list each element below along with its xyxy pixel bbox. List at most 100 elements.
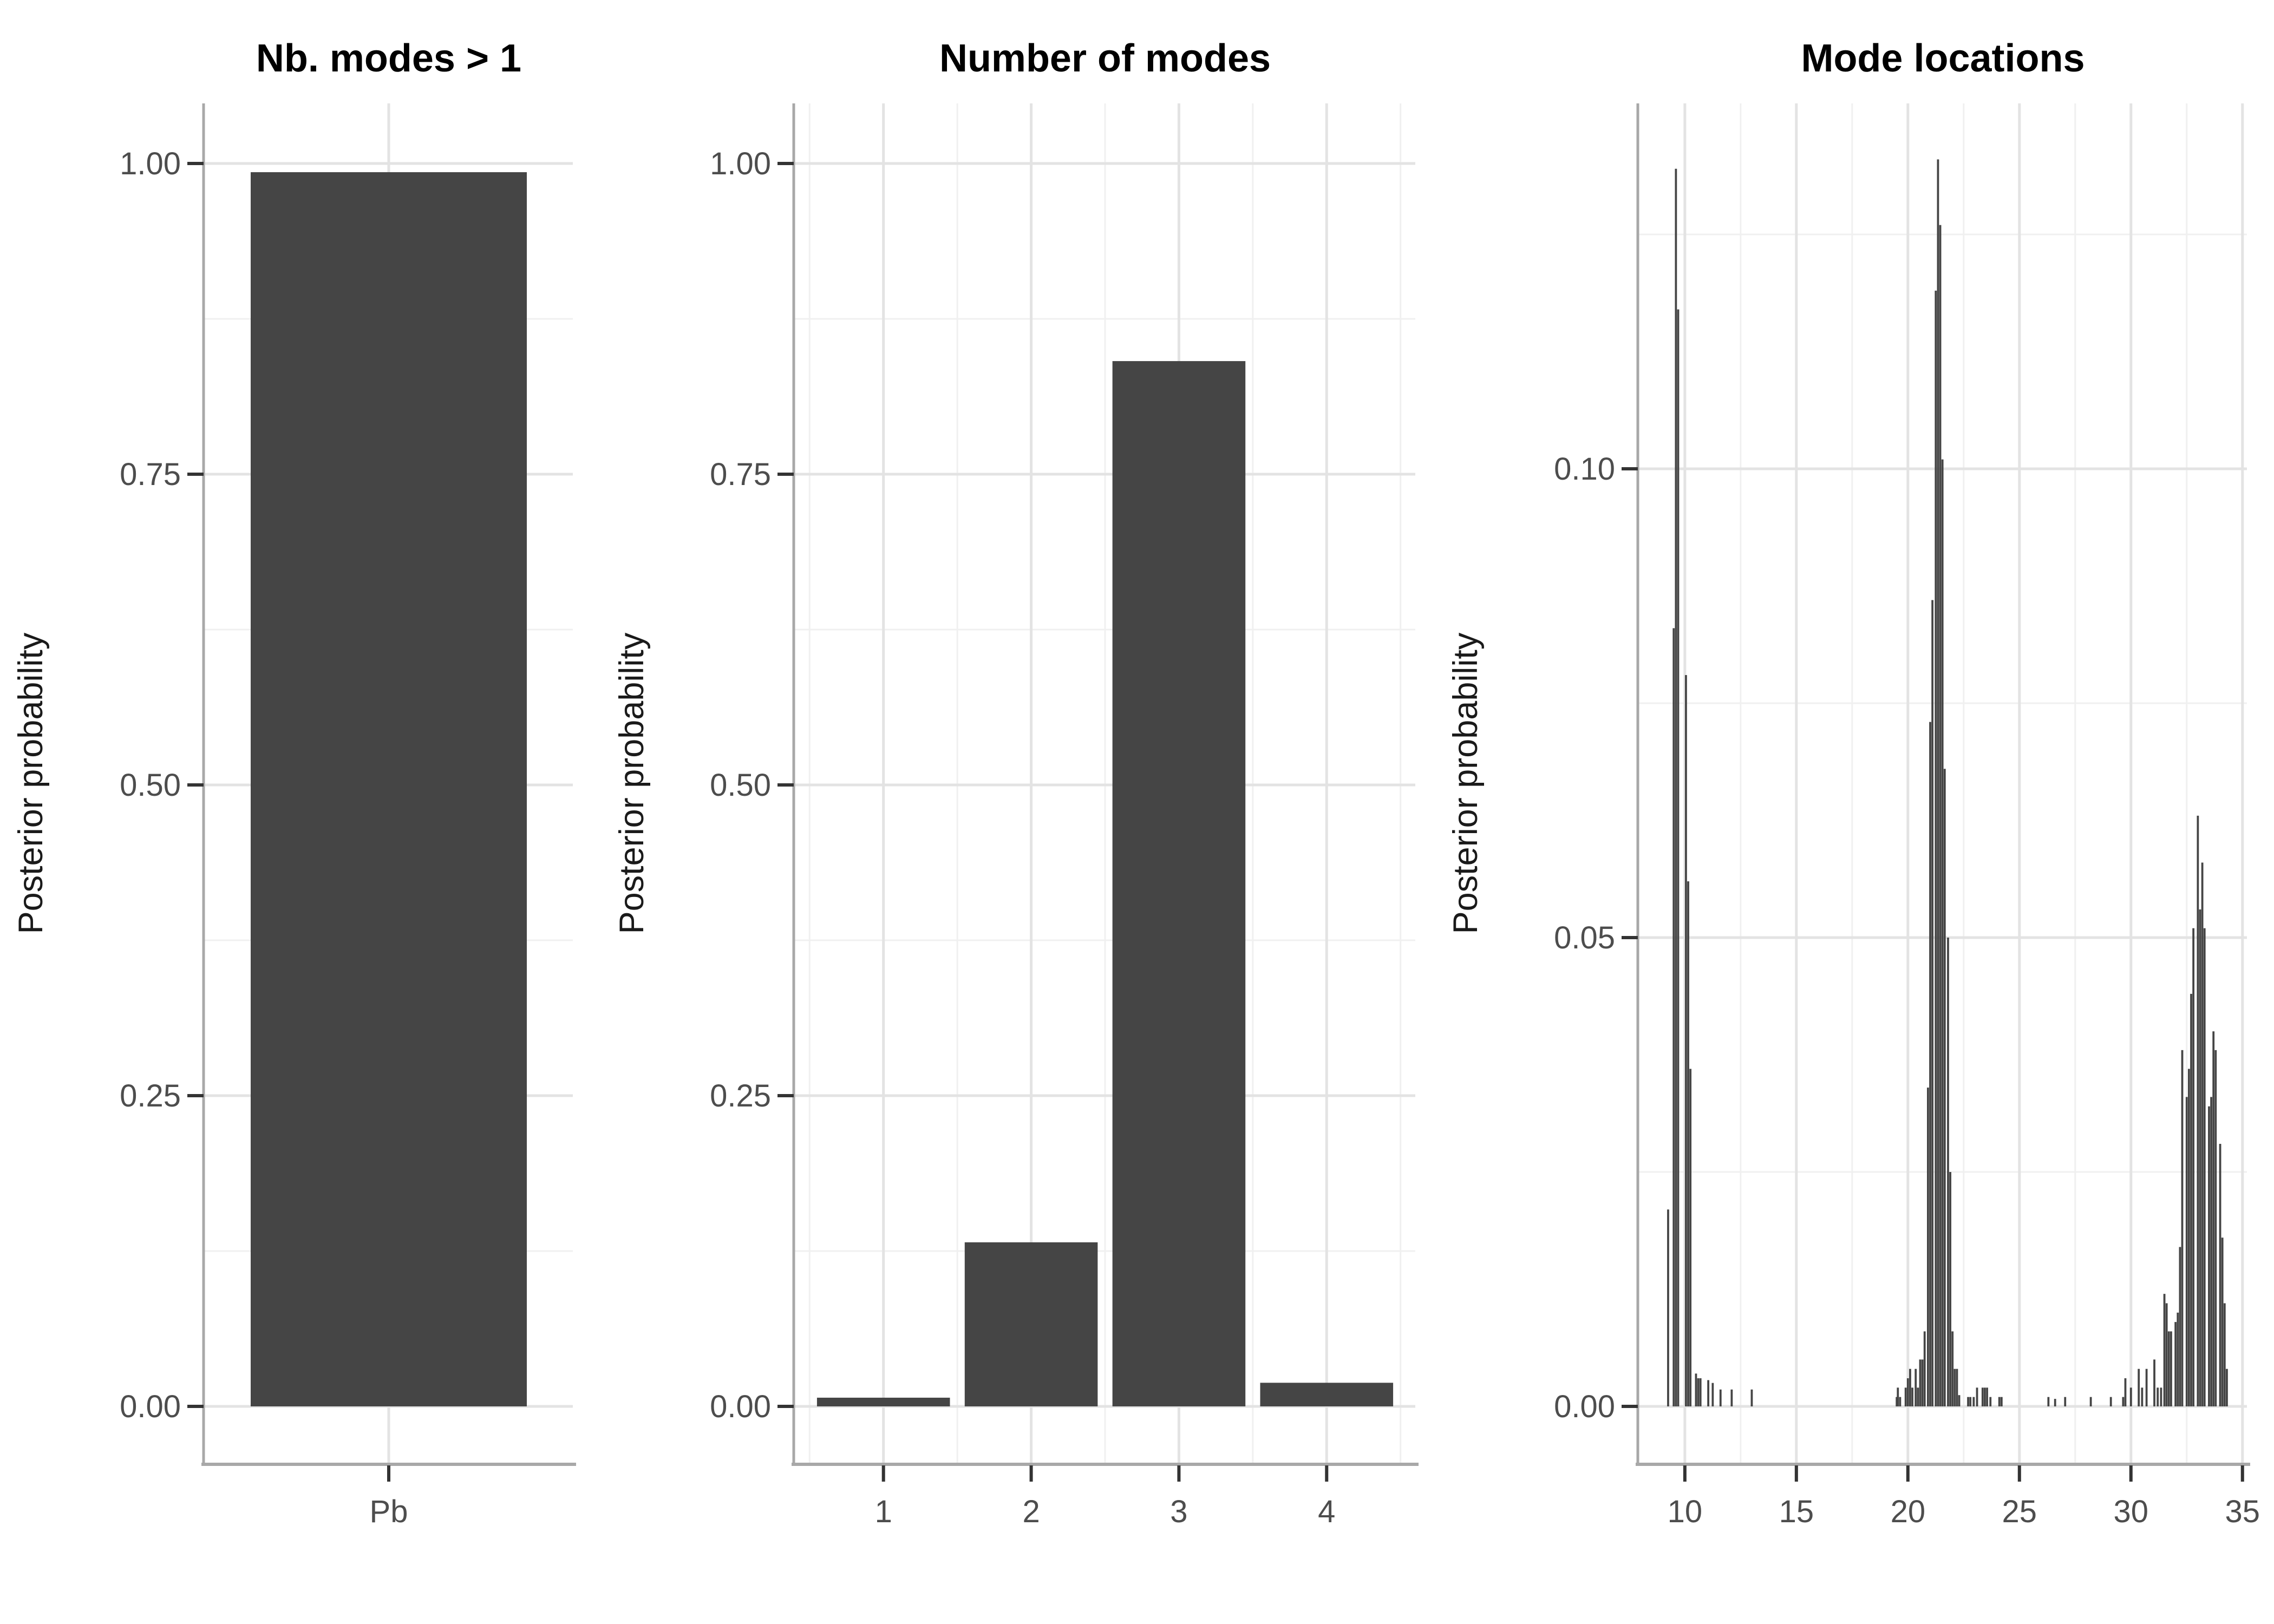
histogram-bar	[2214, 1050, 2217, 1406]
histogram-bar	[2141, 1387, 2144, 1406]
histogram-bar	[2109, 1397, 2112, 1406]
histogram-bar	[1939, 225, 1942, 1407]
histogram-bar	[1981, 1387, 1984, 1406]
histogram-bar	[1899, 1397, 1901, 1406]
histogram-bar	[2145, 1368, 2148, 1406]
histogram-bar	[1937, 159, 1939, 1407]
histogram-bar	[2199, 909, 2201, 1406]
histogram-bar	[1685, 675, 1687, 1406]
histogram-bar	[1953, 1368, 1956, 1406]
histogram-bar	[1986, 1387, 1988, 1406]
histogram-bar	[1989, 1397, 1992, 1406]
bar-4	[1260, 1383, 1394, 1406]
histogram-bar	[1941, 459, 1944, 1407]
histogram-bar	[1972, 1397, 1975, 1406]
histogram-bar	[1931, 600, 1934, 1406]
y-axis-title-number-of-modes: Posterior probability	[613, 632, 651, 934]
histogram-bar	[1906, 1378, 1909, 1406]
y-tick-label: 0.10	[1554, 451, 1615, 487]
histogram-bar	[2219, 1144, 2221, 1406]
histogram-bar	[1687, 881, 1689, 1406]
histogram-bar	[2192, 928, 2195, 1406]
histogram-bar	[1675, 168, 1677, 1406]
histogram-bar	[2223, 1303, 2226, 1406]
histogram-bar	[1897, 1387, 1899, 1406]
histogram-bar	[1707, 1380, 1710, 1406]
histogram-bar	[2163, 1294, 2166, 1406]
histogram-bar	[1677, 309, 1680, 1406]
histogram-bar	[1967, 1397, 1969, 1406]
histogram-bar	[2124, 1378, 2127, 1406]
histogram-bar	[2197, 815, 2199, 1406]
histogram-bar	[2212, 1031, 2215, 1406]
y-tick-label: 0.75	[120, 457, 181, 492]
histogram-bar	[1951, 1331, 1954, 1406]
histogram-bar	[1929, 722, 1931, 1406]
histogram-bar	[2089, 1397, 2092, 1406]
bar-2	[964, 1242, 1098, 1406]
y-axis-title-mode-locations: Posterior probability	[1447, 632, 1485, 934]
histogram-bar	[1949, 1172, 1951, 1406]
histogram-bar	[1695, 1373, 1697, 1406]
histogram-bar	[1956, 1368, 1958, 1406]
histogram-bar	[1909, 1368, 1911, 1406]
histogram-bar	[2160, 1387, 2162, 1406]
y-tick-label: 0.75	[710, 457, 771, 492]
histogram-bar	[1923, 1331, 1926, 1406]
histogram-bar	[2047, 1397, 2050, 1406]
histogram-bar	[1998, 1397, 2001, 1406]
y-tick-label: 0.05	[1554, 920, 1615, 955]
x-tick-label: 35	[2225, 1494, 2260, 1529]
histogram-bar	[2122, 1397, 2125, 1406]
histogram-bar	[2221, 1237, 2224, 1406]
histogram-bar	[2170, 1331, 2172, 1406]
histogram-bar	[1919, 1359, 1922, 1406]
histogram-bar	[1947, 938, 1949, 1406]
y-tick-label: 0.00	[120, 1389, 181, 1424]
histogram-bar	[2157, 1387, 2159, 1406]
histogram-bar	[2138, 1368, 2140, 1406]
histogram-bar	[1958, 1395, 1961, 1406]
y-axis-title-nb-modes-gt-1: Posterior probability	[12, 632, 50, 934]
histogram-bar	[1730, 1389, 1733, 1406]
histogram-bar	[1904, 1387, 1907, 1406]
x-tick-label: 25	[2002, 1494, 2037, 1529]
histogram-bar	[2187, 1069, 2190, 1406]
chart-title-nb-modes-gt-1: Nb. modes > 1	[256, 37, 521, 80]
histogram-bar	[1943, 769, 1946, 1406]
y-tick-label: 0.00	[1554, 1389, 1615, 1424]
histogram-bar	[1914, 1368, 1917, 1406]
histogram-bar	[1927, 1088, 1929, 1406]
histogram-bar	[1935, 290, 1937, 1407]
y-tick-label: 1.00	[710, 146, 771, 181]
chart-title-mode-locations: Mode locations	[1801, 37, 2084, 80]
bar-1	[816, 1397, 950, 1406]
histogram-bar	[1917, 1387, 1919, 1406]
histogram-bar	[2153, 1359, 2155, 1406]
histogram-bar	[2167, 1331, 2170, 1406]
histogram-bar	[1719, 1389, 1722, 1406]
y-tick-label: 0.25	[120, 1078, 181, 1114]
histogram-bar	[1896, 1397, 1898, 1406]
histogram-bar	[2181, 1050, 2184, 1406]
histogram-bar	[2177, 1312, 2179, 1406]
histogram-bar	[1921, 1359, 1924, 1406]
histogram-bar	[2203, 928, 2206, 1406]
y-tick-label: 0.50	[710, 768, 771, 803]
x-tick-label: 2	[1022, 1494, 1040, 1529]
histogram-bar	[1697, 1378, 1700, 1406]
x-tick-label: Pb	[370, 1494, 408, 1529]
x-tick-label: 15	[1779, 1494, 1814, 1529]
histogram-bar	[2174, 1322, 2177, 1406]
y-tick-label: 1.00	[120, 146, 181, 181]
histogram-bar	[2190, 993, 2192, 1406]
x-tick-label: 20	[1891, 1494, 1926, 1529]
histogram-bar	[1672, 628, 1675, 1406]
histogram-bar	[2201, 862, 2204, 1406]
histogram-bar	[1984, 1387, 1986, 1406]
histogram-bar	[2165, 1303, 2168, 1406]
histogram-bar	[2054, 1399, 2056, 1406]
x-tick-label: 1	[875, 1494, 892, 1529]
